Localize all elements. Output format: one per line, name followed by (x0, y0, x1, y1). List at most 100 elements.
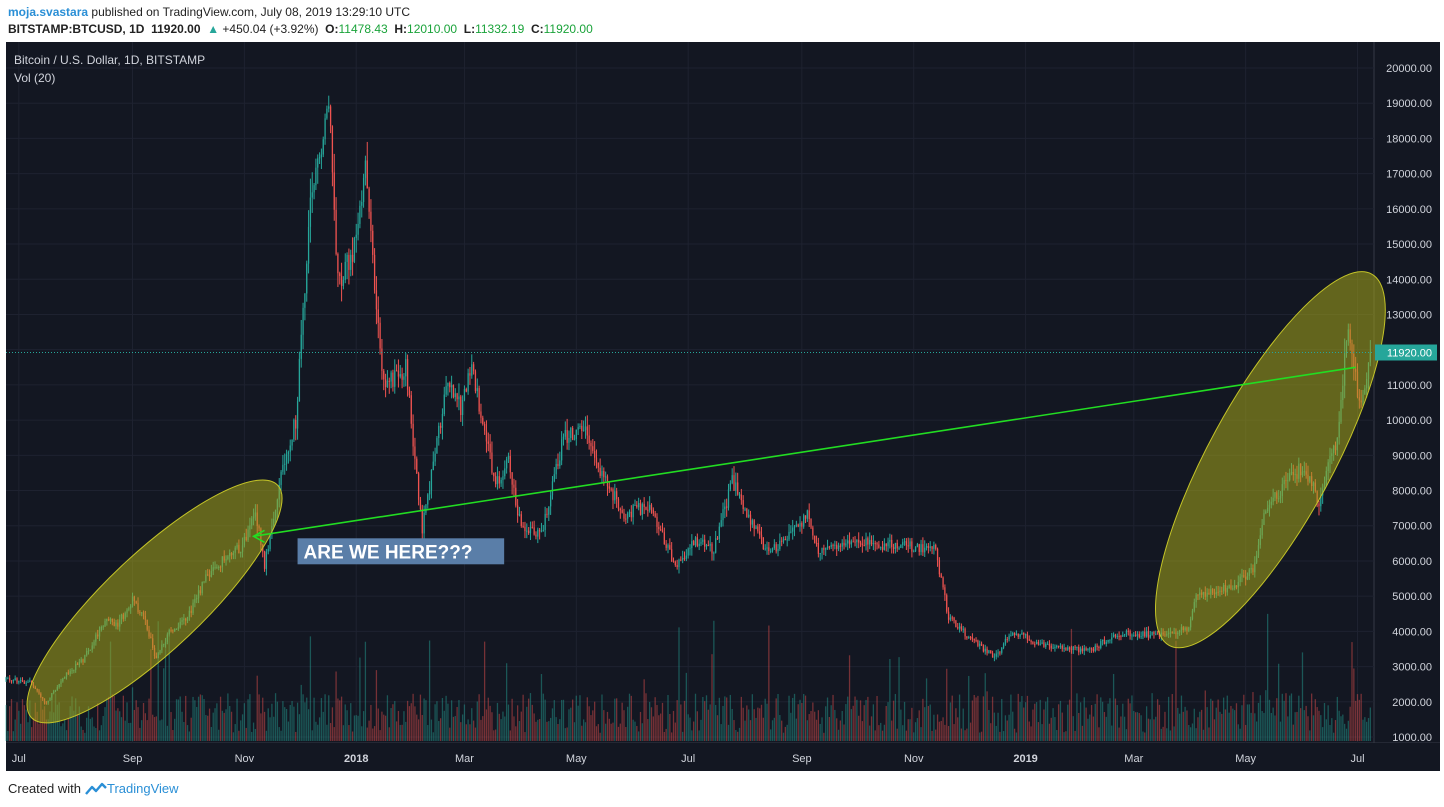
volume-bar (700, 719, 702, 741)
candle-body (267, 549, 269, 552)
volume-bar (599, 732, 601, 741)
candle-body (566, 430, 568, 443)
candle-body (616, 491, 618, 500)
volume-bar (819, 723, 821, 741)
volume-bar (214, 708, 216, 741)
volume-bar (843, 724, 845, 741)
volume-bar (208, 708, 211, 741)
candle-body (867, 538, 869, 545)
candle-body (955, 620, 957, 628)
volume-bar (687, 714, 689, 741)
candle-body (1112, 634, 1115, 638)
candle-body (891, 539, 893, 548)
candle-body (608, 486, 610, 489)
candle-body (990, 650, 992, 654)
price-axis[interactable]: 1000.00 2000.00 3000.00 4000.00 5000.00 6000.… (1375, 63, 1437, 744)
volume-bar (1285, 693, 1287, 741)
volume-bar (1322, 727, 1324, 741)
volume-bar (1347, 720, 1349, 741)
volume-bar (388, 727, 390, 741)
volume-bar (944, 724, 946, 741)
volume-bar (1309, 730, 1311, 741)
volume-bar (262, 697, 264, 741)
volume-bar (350, 703, 352, 741)
volume-bar (302, 694, 304, 741)
volume-bar (753, 709, 755, 741)
volume-bar (1226, 695, 1228, 741)
volume-bar (757, 707, 759, 741)
volume-bar (806, 720, 809, 741)
author-name[interactable]: moja.svastara (8, 5, 89, 19)
volume-bar (1325, 719, 1327, 741)
candle-body (1109, 639, 1111, 641)
candle-body (914, 546, 917, 552)
volume-bar (830, 705, 832, 741)
candle-body (988, 650, 990, 654)
volume-bar (379, 730, 381, 741)
candle-body (683, 557, 686, 559)
volume-bar (1041, 724, 1043, 741)
volume-bar (1109, 698, 1111, 741)
volume-bar (1177, 707, 1179, 741)
candle-body (902, 542, 904, 545)
volume-bar (445, 695, 447, 741)
volume-bar (799, 699, 801, 741)
volume-bar (1134, 712, 1137, 741)
volume-bar (1224, 709, 1227, 741)
volume-bar (304, 702, 306, 741)
candle-body (527, 530, 530, 534)
candle-body (324, 118, 326, 140)
volume-bar (881, 730, 884, 741)
volume-bar (788, 695, 790, 741)
candle-body (682, 557, 684, 560)
candle-body (406, 359, 409, 390)
price-chart[interactable]: ARE WE HERE??? 1000.00 2000.00 3000.00 4000… (0, 40, 1444, 773)
volume-bar (713, 620, 715, 741)
candle-body (883, 543, 886, 550)
volume-bar (494, 729, 497, 741)
candle-body (880, 547, 882, 549)
volume-bar (298, 714, 301, 741)
volume-bar (234, 724, 236, 741)
candle-body (1127, 630, 1129, 632)
volume-bar (863, 705, 865, 741)
volume-bar (804, 695, 807, 741)
time-tick-label: 2018 (344, 753, 368, 765)
volume-bar (586, 697, 588, 741)
candle-body (282, 464, 284, 472)
candle-body (713, 552, 715, 554)
candle-body (430, 470, 433, 491)
candle-body (432, 461, 434, 471)
volume-bar (218, 729, 220, 741)
candle-body (1050, 645, 1052, 649)
volume-bar (933, 714, 935, 741)
volume-bar (832, 694, 834, 741)
volume-bar (751, 694, 753, 741)
candle-body (786, 539, 788, 541)
candle-body (806, 510, 809, 519)
volume-bar (75, 698, 77, 741)
volume-bar (150, 649, 152, 741)
volume-bar (368, 720, 370, 741)
volume-bar (1156, 699, 1159, 741)
candle-body (263, 551, 266, 569)
volume-bar (240, 720, 242, 741)
volume-bar (797, 704, 799, 741)
candle-body (790, 531, 792, 533)
candle-body (1151, 631, 1153, 635)
volume-bar (826, 697, 829, 741)
volume-bar (31, 727, 33, 741)
volume-bar (526, 706, 528, 741)
time-axis[interactable]: Jul Sep Nov 2018 Mar May Jul Sep Nov 2019 Mar May Ju… (12, 753, 1365, 765)
volume-bar (1281, 693, 1283, 741)
tradingview-logo-link[interactable]: TradingView (85, 781, 179, 796)
volume-bar (249, 694, 251, 741)
volume-bar (102, 716, 104, 741)
candle-body (759, 531, 761, 535)
candle-body (720, 520, 722, 527)
volume-bar (918, 710, 920, 741)
volume-bar (518, 720, 521, 741)
candle-body (852, 541, 854, 543)
price-change: +450.04 (+3.92%) (222, 22, 319, 36)
candle-body (1101, 639, 1104, 642)
